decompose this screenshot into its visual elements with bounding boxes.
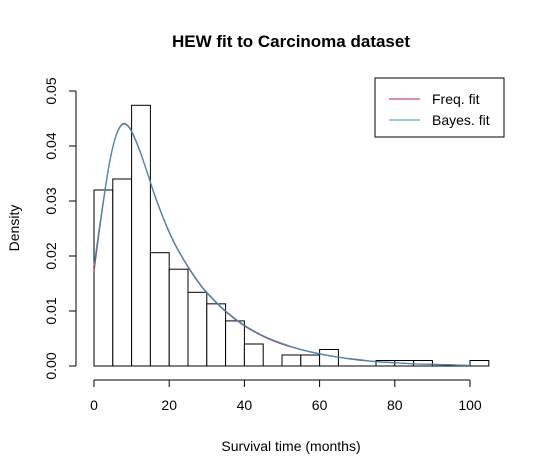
fit-curves bbox=[93, 122, 471, 367]
histogram-bar-4 bbox=[168, 268, 189, 367]
chart-title: HEW fit to Carcinoma dataset bbox=[172, 32, 410, 51]
x-tick-label-2: 40 bbox=[237, 397, 253, 413]
y-tick-label-5: 0.05 bbox=[43, 77, 59, 104]
histogram-bar-1 bbox=[112, 178, 133, 367]
y-axis: 0.00 0.01 0.02 0.03 0.04 0.05 bbox=[43, 77, 77, 380]
x-tick-label-1: 20 bbox=[161, 397, 177, 413]
x-tick-label-3: 60 bbox=[312, 397, 328, 413]
series-line-bayes-fit bbox=[93, 123, 471, 367]
histogram-bar-10 bbox=[281, 354, 302, 367]
histogram-bar-12 bbox=[319, 349, 339, 367]
y-tick-label-4: 0.04 bbox=[43, 132, 59, 159]
histogram-bar-7 bbox=[225, 320, 245, 367]
histogram-bar-5 bbox=[187, 291, 208, 367]
histogram-bar-17 bbox=[413, 360, 433, 367]
legend-label-freq-fit: Freq. fit bbox=[432, 91, 480, 107]
x-axis-label: Survival time (months) bbox=[221, 438, 360, 454]
legend-label-bayes-fit: Bayes. fit bbox=[432, 112, 490, 128]
x-tick-label-4: 80 bbox=[387, 397, 403, 413]
histogram-bar-6 bbox=[206, 303, 227, 367]
histogram-bar-2 bbox=[131, 104, 151, 367]
histogram-bar-3 bbox=[149, 252, 170, 367]
x-tick-label-0: 0 bbox=[90, 397, 98, 413]
histogram-bars bbox=[93, 104, 490, 367]
y-tick-label-2: 0.02 bbox=[43, 242, 59, 269]
histogram-bar-11 bbox=[300, 354, 321, 367]
y-tick-label-1: 0.01 bbox=[43, 297, 59, 324]
histogram-bar-8 bbox=[243, 343, 264, 367]
y-tick-label-0: 0.00 bbox=[43, 352, 59, 379]
y-axis-label: Density bbox=[6, 205, 22, 252]
histogram-bar-20 bbox=[469, 360, 490, 367]
legend: Freq. fit Bayes. fit bbox=[374, 77, 505, 138]
y-tick-label-3: 0.03 bbox=[43, 187, 59, 214]
x-axis: 0 20 40 60 80 100 bbox=[90, 379, 482, 413]
x-tick-label-5: 100 bbox=[458, 397, 482, 413]
legend-box bbox=[374, 77, 505, 138]
histogram-bar-0 bbox=[93, 189, 114, 367]
